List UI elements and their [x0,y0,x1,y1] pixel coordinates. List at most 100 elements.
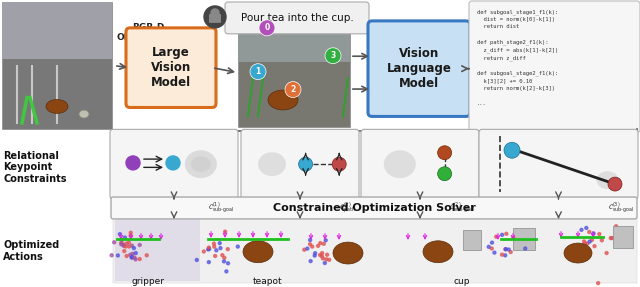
Circle shape [500,233,504,236]
Circle shape [317,244,319,247]
FancyBboxPatch shape [241,129,359,199]
Circle shape [138,243,141,247]
FancyBboxPatch shape [613,226,633,248]
Circle shape [438,146,452,160]
Circle shape [131,256,133,259]
Circle shape [259,20,275,36]
Text: def subgoal_stage1_f1(k):
  dist = norm(k[0]-k[1])
  return dist
 
def path_stag: def subgoal_stage1_f1(k): dist = norm(k[… [477,9,558,106]
Circle shape [509,251,512,253]
Circle shape [207,261,211,264]
Circle shape [215,249,218,252]
Circle shape [124,245,127,248]
Circle shape [145,254,148,257]
Circle shape [326,253,329,256]
Circle shape [314,252,317,255]
Circle shape [588,230,591,233]
Circle shape [438,167,452,181]
FancyBboxPatch shape [361,129,479,199]
Circle shape [582,257,585,260]
Ellipse shape [258,152,286,176]
Circle shape [250,64,266,79]
Text: $\mathcal{C}^{(3)}_{\mathrm{sub\text{-}goal}}$: $\mathcal{C}^{(3)}_{\mathrm{sub\text{-}g… [609,200,635,216]
Circle shape [586,242,589,245]
Circle shape [127,241,131,244]
Circle shape [285,82,301,98]
Circle shape [131,244,134,247]
Circle shape [125,242,128,245]
Circle shape [303,248,306,251]
Circle shape [325,48,341,64]
Ellipse shape [243,241,273,263]
Circle shape [311,245,314,248]
Circle shape [129,253,132,256]
Circle shape [113,241,116,244]
Circle shape [126,156,140,170]
FancyBboxPatch shape [111,197,637,219]
Circle shape [319,242,322,245]
Circle shape [505,232,508,235]
Circle shape [204,6,226,28]
Circle shape [110,254,113,257]
Circle shape [223,230,227,233]
Circle shape [223,260,225,263]
Text: $\mathcal{C}^{(1)}_{\mathrm{sub\text{-}goal}}$: $\mathcal{C}^{(1)}_{\mathrm{sub\text{-}g… [209,200,235,216]
Circle shape [493,251,496,254]
Circle shape [120,241,123,244]
FancyBboxPatch shape [2,2,112,59]
Ellipse shape [191,156,211,172]
Circle shape [592,232,595,235]
Circle shape [487,245,490,248]
Circle shape [321,257,324,260]
Circle shape [202,250,205,253]
Circle shape [524,247,527,250]
FancyBboxPatch shape [368,21,470,117]
Circle shape [309,260,312,263]
Circle shape [580,228,583,231]
Circle shape [504,248,507,251]
Circle shape [122,243,125,246]
Circle shape [127,245,131,248]
Ellipse shape [46,100,68,113]
Circle shape [132,247,136,250]
Circle shape [328,258,331,261]
Text: $\mathcal{C}^{(2)}_{\mathrm{path}}$: $\mathcal{C}^{(2)}_{\mathrm{path}}$ [339,200,356,216]
Text: 3: 3 [330,51,335,60]
Circle shape [223,256,226,259]
Circle shape [504,254,507,257]
Circle shape [120,243,123,246]
Circle shape [207,246,211,249]
Text: $\mathcal{C}^{(2)}_{\mathrm{sub\text{-}goal}}$: $\mathcal{C}^{(2)}_{\mathrm{sub\text{-}g… [449,200,476,216]
FancyBboxPatch shape [2,2,112,129]
Circle shape [586,251,589,254]
Circle shape [332,157,346,171]
FancyBboxPatch shape [115,219,200,281]
Circle shape [195,258,198,261]
Circle shape [208,247,211,251]
FancyBboxPatch shape [209,14,221,23]
Circle shape [131,256,133,259]
Text: Optimized
Actions: Optimized Actions [3,240,60,261]
Circle shape [600,239,604,242]
Circle shape [227,248,229,251]
Circle shape [122,244,125,247]
FancyBboxPatch shape [513,228,535,250]
Text: teapot: teapot [253,277,283,286]
Circle shape [134,258,137,261]
Circle shape [495,235,498,238]
Circle shape [214,255,217,257]
Ellipse shape [384,150,416,178]
Circle shape [321,255,323,258]
Circle shape [319,253,321,257]
Circle shape [212,242,216,245]
FancyBboxPatch shape [126,28,216,107]
Circle shape [123,250,125,253]
Circle shape [321,252,324,255]
Text: Relational
Keypoint
Constraints: Relational Keypoint Constraints [3,151,67,184]
Circle shape [129,234,132,237]
Circle shape [588,240,591,243]
Text: 2: 2 [291,85,296,94]
Circle shape [116,254,120,257]
Circle shape [323,261,326,265]
FancyBboxPatch shape [469,1,640,132]
Circle shape [611,236,613,240]
